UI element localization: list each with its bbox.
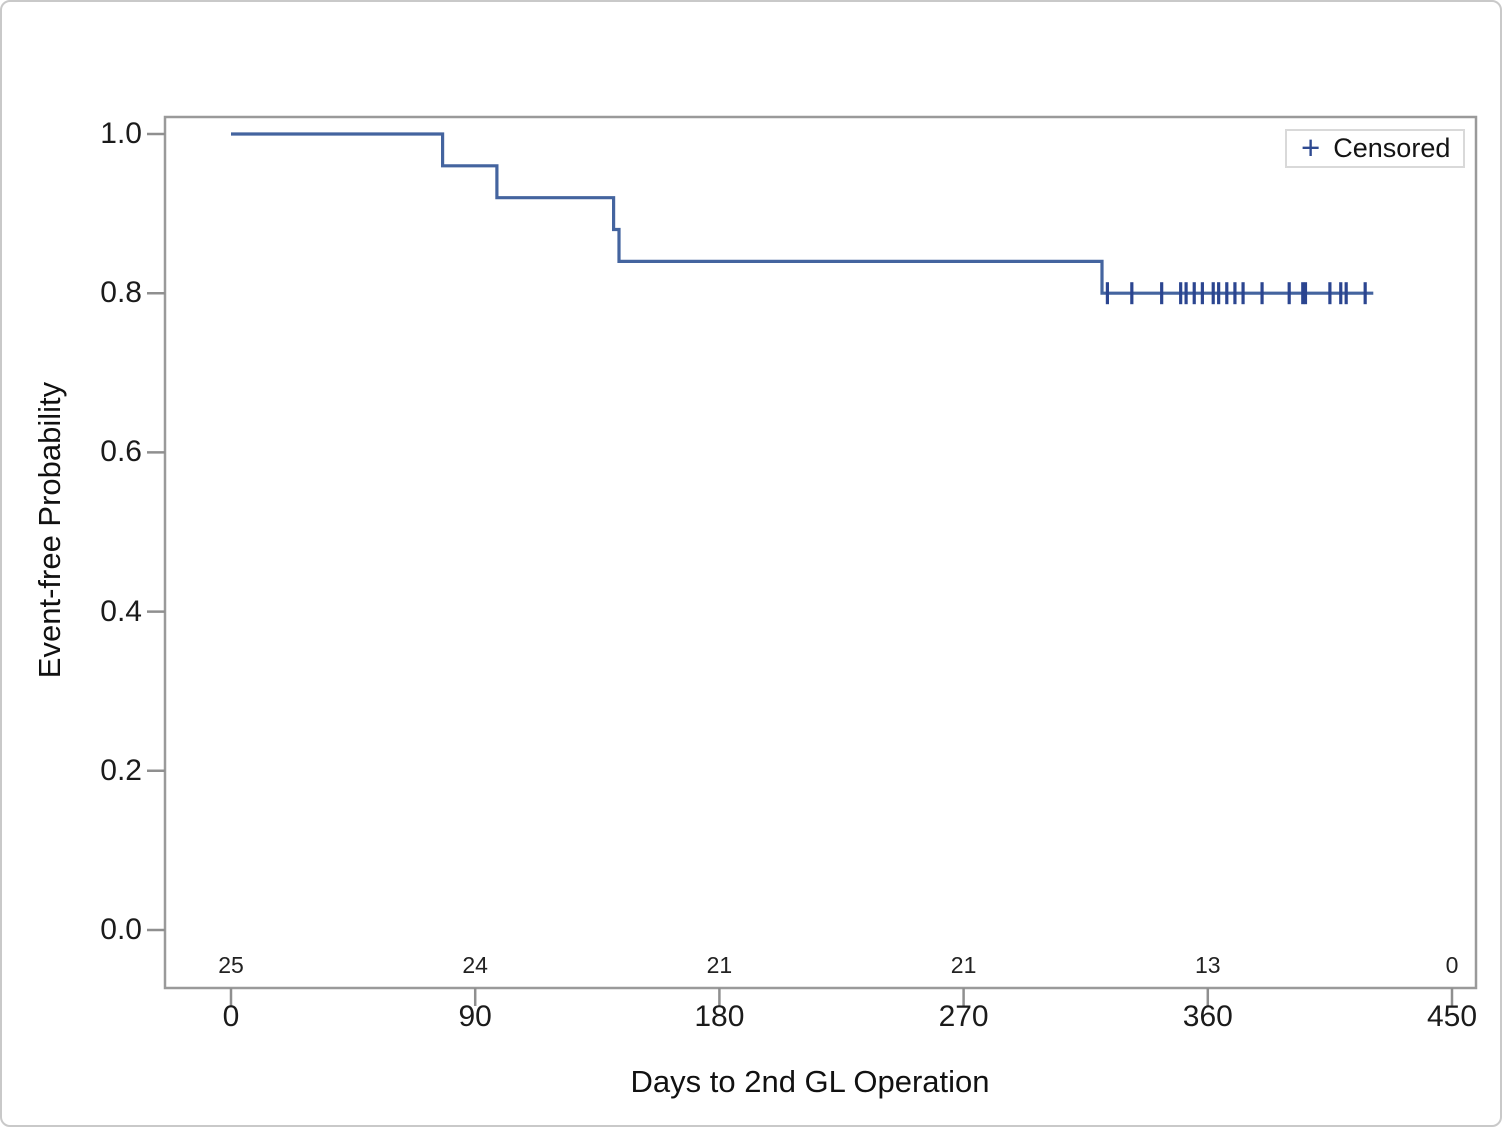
at-risk-count: 0 — [1445, 952, 1459, 978]
y-tick-label: 1.0 — [100, 117, 142, 150]
legend-label: Censored — [1333, 133, 1451, 163]
x-axis-title: Days to 2nd GL Operation — [630, 1064, 990, 1099]
at-risk-count: 21 — [706, 952, 733, 978]
at-risk-count: 24 — [462, 952, 488, 978]
y-tick-label: 0.8 — [100, 276, 142, 310]
x-tick-label: 0 — [222, 1000, 240, 1033]
x-tick-label: 90 — [458, 1000, 492, 1033]
y-tick-label: 0.0 — [100, 913, 142, 946]
at-risk-count: 21 — [950, 952, 977, 978]
y-tick-label: 0.2 — [100, 753, 142, 787]
x-tick-label: 450 — [1426, 1000, 1478, 1033]
at-risk-count: 13 — [1195, 952, 1221, 978]
x-tick-label: 270 — [938, 1000, 989, 1033]
at-risk-count: 25 — [218, 952, 244, 978]
y-tick-label: 0.6 — [100, 435, 142, 469]
x-tick-label: 180 — [694, 1000, 745, 1033]
y-axis-title: Event-free Probability — [32, 381, 67, 679]
y-tick-label: 0.4 — [100, 594, 142, 628]
censored-plus-icon: + — [1301, 128, 1321, 166]
legend: + Censored — [1285, 129, 1465, 168]
plot-frame — [163, 115, 1478, 990]
x-tick-label: 360 — [1182, 1000, 1233, 1033]
survival-curve — [231, 132, 1374, 295]
